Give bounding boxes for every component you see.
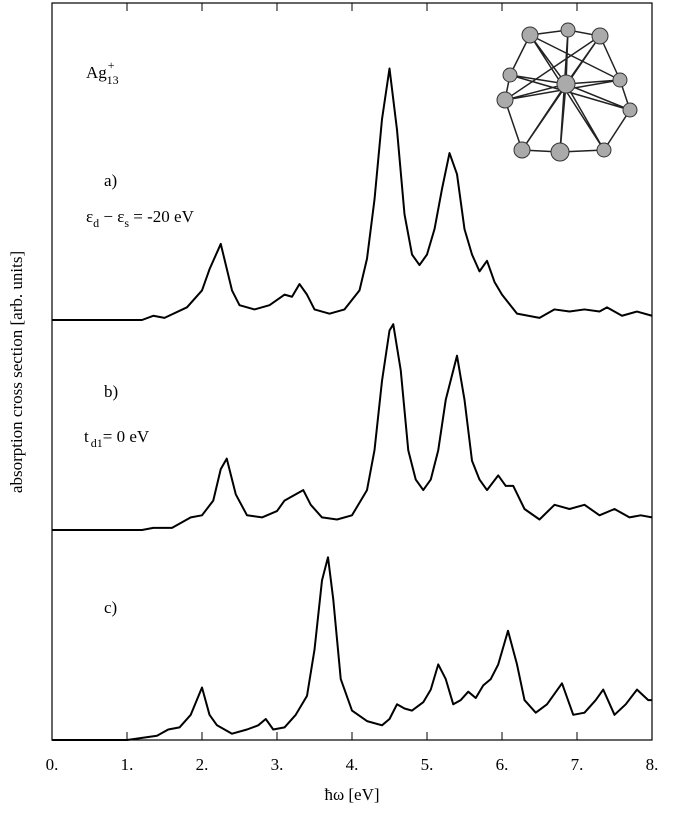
spectrum-line bbox=[52, 67, 653, 321]
x-tick-label: 6. bbox=[496, 755, 509, 774]
anno-part: = -20 eV bbox=[129, 207, 195, 226]
panel-label: a) bbox=[104, 171, 117, 190]
x-tick-label: 8. bbox=[646, 755, 659, 774]
atom bbox=[622, 102, 638, 118]
title-sub: 13 bbox=[107, 73, 119, 87]
panel-annotation: t d1= 0 eV bbox=[84, 427, 150, 450]
panel-label: b) bbox=[104, 382, 118, 401]
title-base: Ag bbox=[86, 63, 107, 82]
cluster-illustration bbox=[496, 22, 638, 162]
anno-sub: d1 bbox=[91, 436, 103, 450]
x-tick-label: 3. bbox=[271, 755, 284, 774]
panel-annotation: εd − εs = -20 eV bbox=[86, 207, 195, 230]
atom bbox=[591, 27, 609, 45]
anno-part: ε bbox=[86, 207, 93, 226]
spectrum-line bbox=[52, 323, 653, 531]
atom bbox=[513, 141, 531, 159]
anno-sub: d bbox=[93, 216, 99, 230]
anno-sub: s bbox=[124, 216, 129, 230]
anno-part: − ε bbox=[99, 207, 124, 226]
panel-title: Ag+ 13 bbox=[86, 58, 119, 87]
x-tick-label: 7. bbox=[571, 755, 584, 774]
atom bbox=[502, 67, 518, 83]
x-tick-label: 2. bbox=[196, 755, 209, 774]
anno-part: = 0 eV bbox=[103, 427, 150, 446]
atom bbox=[496, 91, 514, 109]
atom bbox=[596, 142, 612, 158]
atom bbox=[560, 22, 576, 38]
anno-part: t bbox=[84, 427, 89, 446]
x-axis-title: ħω [eV] bbox=[324, 785, 379, 804]
x-tick-label: 1. bbox=[121, 755, 134, 774]
x-tick-label: 0. bbox=[46, 755, 59, 774]
atom bbox=[612, 72, 628, 88]
title-sup: + bbox=[108, 58, 115, 72]
x-tick-label: 5. bbox=[421, 755, 434, 774]
atom bbox=[556, 74, 576, 94]
atom bbox=[550, 142, 570, 162]
spectrum-line bbox=[52, 556, 652, 741]
x-tick-label: 4. bbox=[346, 755, 359, 774]
y-axis-title: absorption cross section [arb. units] bbox=[7, 251, 26, 493]
panel-label: c) bbox=[104, 598, 117, 617]
atom bbox=[521, 26, 539, 44]
